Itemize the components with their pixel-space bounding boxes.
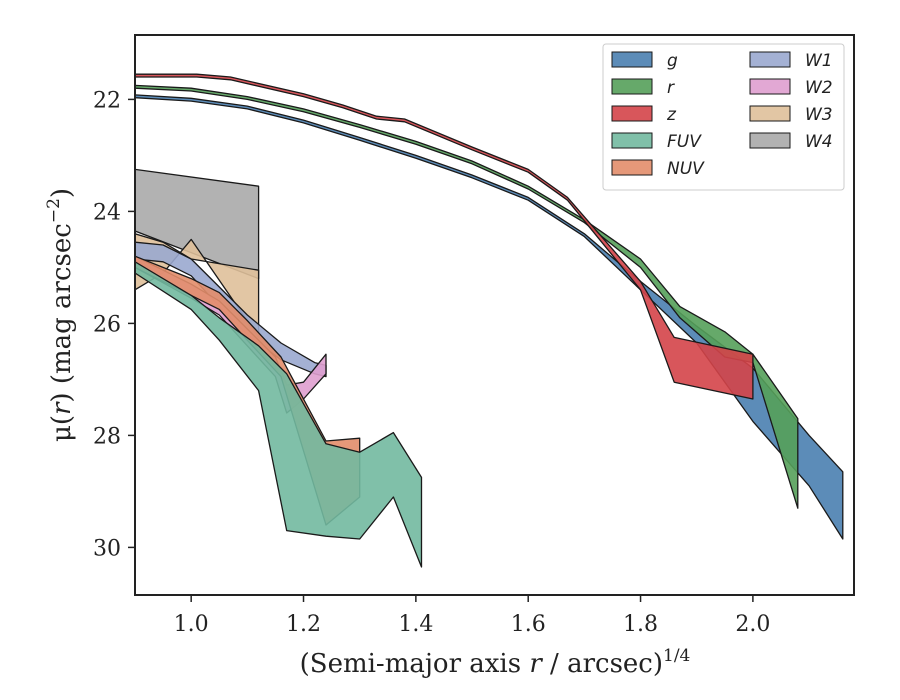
x-tick-label: 1.0 [174, 612, 209, 637]
legend-swatch-nuv [611, 159, 653, 176]
legend-swatch-z [611, 105, 653, 122]
band-fuv [135, 261, 423, 568]
surface-brightness-bands [135, 73, 844, 568]
y-tick-label: 22 [93, 88, 121, 113]
legend: grz FUV NUV W1 W2 W3 W4 [602, 43, 845, 191]
legend-swatch-r [611, 78, 653, 95]
legend-label-g: g [667, 51, 678, 71]
y-tick-label: 26 [93, 312, 121, 337]
legend-swatch-w3 [749, 105, 791, 122]
legend-label-w3: W3 [805, 105, 833, 125]
legend-swatch-w2 [749, 78, 791, 95]
x-tick-label: 1.4 [398, 612, 433, 637]
legend-swatch-w1 [749, 51, 791, 68]
x-axis-label: (Semi-major axis r / arcsec)1/4 [300, 646, 691, 679]
x-tick-label: 1.8 [623, 612, 658, 637]
legend-label-r: r [667, 78, 675, 98]
y-tick-label: 30 [93, 536, 121, 561]
legend-label-w1: W1 [805, 51, 833, 71]
y-axis-label: μ(r) (mag arcsec−2) [44, 188, 77, 442]
x-tick-label: 1.6 [511, 612, 546, 637]
legend-swatch-g [611, 51, 653, 68]
band-z [135, 73, 754, 400]
legend-label-fuv: FUV [667, 132, 702, 152]
x-tick-label: 2.0 [735, 612, 770, 637]
y-tick-label: 24 [93, 200, 121, 225]
legend-label-w2: W2 [805, 78, 833, 98]
band-r [135, 84, 799, 509]
x-axis: 1.0 1.2 1.4 1.6 1.8 2.0 [174, 595, 770, 637]
legend-swatch-fuv [611, 132, 653, 149]
y-tick-label: 28 [93, 424, 121, 449]
legend-label-w4: W4 [805, 132, 833, 152]
x-tick-label: 1.2 [286, 612, 321, 637]
band-g [135, 94, 844, 540]
legend-label-z: z [666, 105, 677, 125]
legend-swatch-w4 [749, 132, 791, 149]
legend-label-nuv: NUV [667, 159, 705, 179]
y-axis: 22 24 26 28 30 [93, 88, 135, 561]
plot-frame [134, 34, 855, 596]
